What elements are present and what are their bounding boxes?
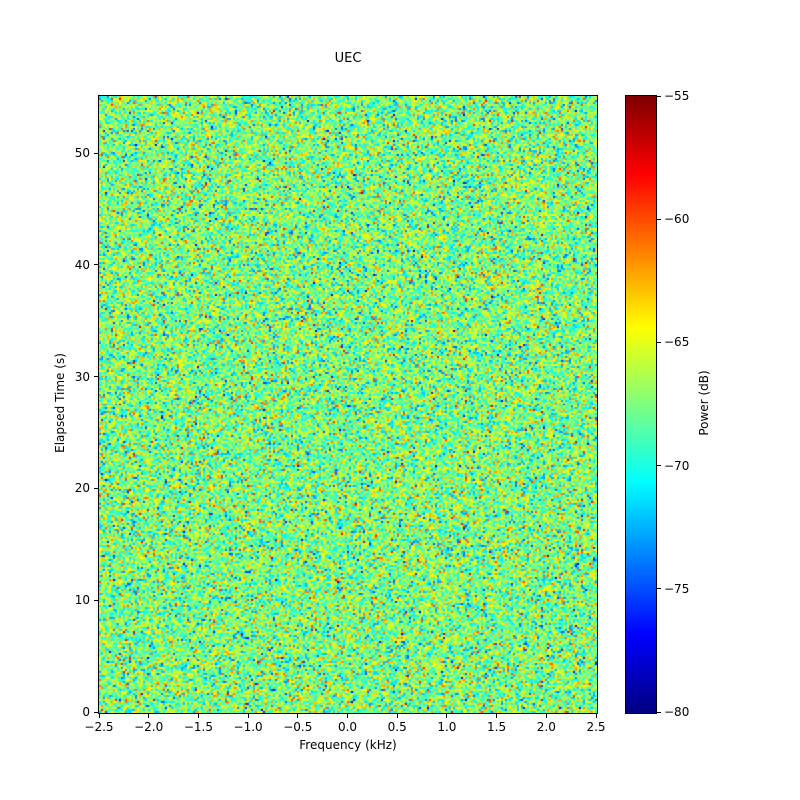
y-tick-mark: [94, 264, 98, 266]
chart-title: UEC: [334, 51, 362, 66]
colorbar-tick-label: −65: [664, 335, 690, 350]
x-tick-mark: [396, 714, 398, 718]
colorbar-tick-mark: [657, 465, 661, 467]
colorbar-label: Power (dB): [697, 370, 711, 436]
colorbar-tick-label: −75: [664, 581, 690, 596]
x-tick-mark: [347, 714, 348, 718]
x-tick-mark: [496, 714, 498, 718]
y-tick-mark: [94, 152, 98, 154]
y-tick-label: 50: [74, 146, 90, 161]
colorbar-tick-label: −70: [664, 458, 690, 473]
colorbar: [625, 95, 657, 714]
colorbar-tick-label: −60: [664, 212, 690, 227]
x-tick-mark: [98, 714, 100, 718]
x-tick-label: 0.5: [387, 720, 407, 734]
y-tick-label: 30: [74, 369, 90, 384]
y-tick-mark: [94, 487, 98, 489]
y-axis-label: Elapsed Time (s): [53, 353, 67, 453]
x-tick-label: 2.5: [586, 720, 606, 734]
x-tick-label: 1.5: [487, 720, 507, 734]
colorbar-tick-mark: [657, 341, 661, 343]
x-tick-mark: [595, 714, 597, 718]
x-tick-mark: [545, 714, 547, 718]
colorbar-canvas: [626, 96, 656, 713]
x-axis-label: Frequency (kHz): [299, 738, 397, 752]
colorbar-tick-label: −80: [664, 705, 690, 719]
y-tick-mark: [94, 599, 98, 601]
y-tick-label: 40: [74, 257, 90, 272]
x-tick-label: 0.0: [337, 720, 358, 734]
x-tick-label: −1.0: [233, 720, 263, 734]
x-tick-mark: [197, 714, 199, 718]
x-tick-label: −1.5: [183, 720, 213, 734]
x-tick-label: 2.0: [536, 720, 556, 734]
y-tick-label: 20: [74, 481, 90, 496]
x-tick-label: −2.5: [84, 720, 114, 734]
x-tick-mark: [446, 714, 448, 718]
colorbar-tick-label: −55: [664, 89, 690, 103]
y-tick-mark: [94, 711, 98, 713]
y-tick-label: 10: [74, 593, 90, 608]
x-tick-mark: [148, 714, 150, 718]
colorbar-tick-mark: [657, 711, 661, 713]
x-tick-label: −0.5: [283, 720, 313, 734]
y-tick-mark: [94, 376, 98, 378]
x-tick-label: −2.0: [134, 720, 164, 734]
x-tick-mark: [247, 714, 249, 718]
colorbar-tick-mark: [657, 95, 661, 97]
colorbar-tick-mark: [657, 218, 661, 220]
colorbar-tick-mark: [657, 588, 661, 590]
y-tick-label: 0: [82, 705, 90, 719]
plot-area: [98, 95, 598, 714]
x-tick-mark: [297, 714, 299, 718]
spectrogram-canvas: [99, 96, 597, 713]
x-tick-label: 1.0: [437, 720, 457, 734]
